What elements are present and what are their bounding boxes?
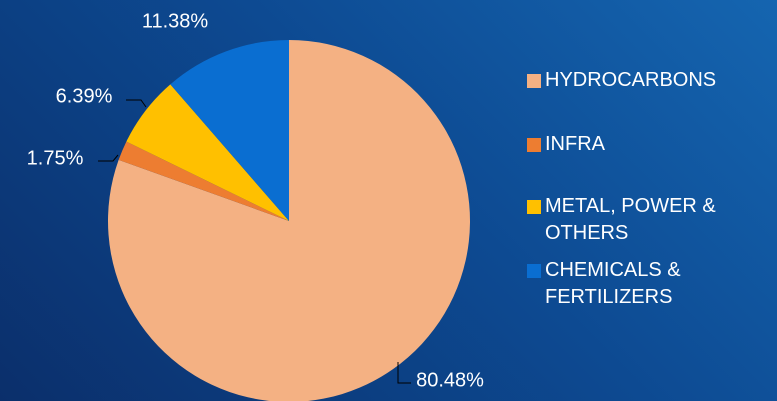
legend-item: HYDROCARBONS: [527, 67, 772, 94]
legend-swatch: [527, 264, 541, 278]
data-label: 11.38%: [142, 10, 209, 32]
legend-label: INFRA: [545, 133, 605, 155]
legend-swatch: [527, 74, 541, 88]
legend-label: CHEMICALS & FERTILIZERS: [545, 259, 681, 308]
legend-label: METAL, POWER & OTHERS: [545, 195, 716, 244]
data-label: 6.39%: [56, 85, 113, 107]
leader-line: [126, 99, 147, 108]
legend-item: METAL, POWER & OTHERS: [527, 193, 772, 247]
pie-slice: [170, 40, 289, 221]
legend-swatch: [527, 138, 541, 152]
data-label: 80.48%: [416, 369, 484, 391]
legend-label: HYDROCARBONS: [545, 69, 717, 91]
legend-swatch: [527, 200, 541, 214]
pie-slice: [126, 84, 289, 221]
leader-line: [397, 362, 411, 384]
legend-item: CHEMICALS & FERTILIZERS: [527, 257, 772, 311]
data-label: 1.75%: [27, 147, 84, 169]
legend-item: INFRA: [527, 131, 772, 158]
pie-slice: [108, 40, 470, 401]
pie-slice: [118, 141, 289, 221]
leader-line: [98, 154, 119, 162]
